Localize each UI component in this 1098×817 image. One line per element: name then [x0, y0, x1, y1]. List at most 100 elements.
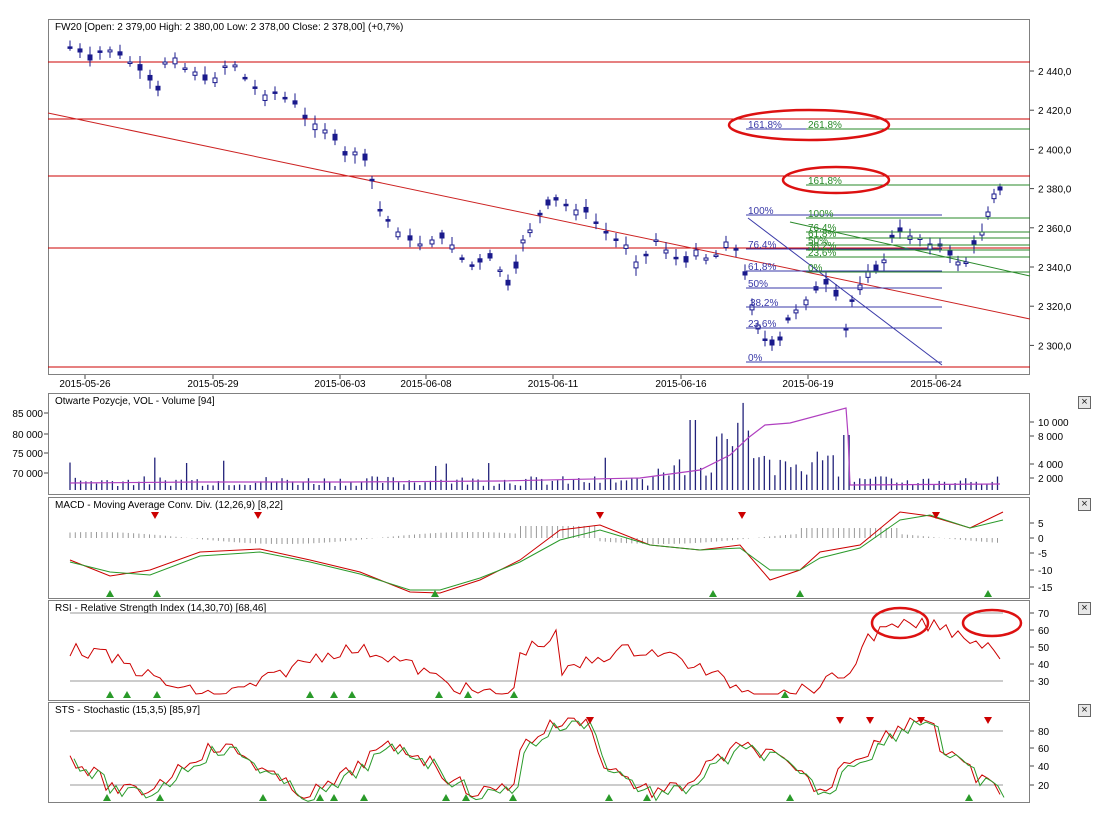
price-x-tick-label: 2015-06-03 — [314, 379, 366, 390]
volume-right-tick: 2 000 — [1038, 474, 1063, 485]
fib-green-label: 0% — [808, 263, 823, 274]
volume-panel-title: Otwarte Pozycje, VOL - Volume [94] — [55, 396, 215, 407]
sell-signal-marker — [836, 717, 844, 724]
price-y-tick-label: 2 400,0 — [1038, 145, 1072, 156]
candle-body — [332, 133, 338, 141]
buy-signal-marker — [106, 691, 114, 698]
candle-body — [545, 199, 551, 206]
buy-signal-marker — [259, 794, 267, 801]
candle-body — [991, 193, 997, 200]
rsi-close-button[interactable]: × — [1078, 602, 1091, 615]
macd-close-button[interactable]: × — [1078, 498, 1091, 511]
sell-signal-marker — [151, 512, 159, 519]
candle-body — [212, 77, 218, 84]
buy-signal-marker — [965, 794, 973, 801]
price-x-tick-label: 2015-05-29 — [187, 379, 239, 390]
candle-body — [497, 269, 503, 272]
rsi-tick: 30 — [1038, 677, 1050, 688]
candle-body — [793, 309, 799, 314]
blue-fan-line — [747, 217, 943, 366]
buy-signal-marker — [796, 590, 804, 597]
sell-signal-marker — [917, 717, 925, 724]
fib-green-label: 38,2% — [808, 241, 836, 252]
sts-close-button[interactable]: × — [1078, 704, 1091, 717]
candle-body — [857, 284, 863, 291]
fib-ext-blue-label: 161,8% — [748, 120, 782, 131]
candle-body — [553, 197, 559, 201]
candle-body — [487, 253, 493, 259]
candle-body — [520, 239, 526, 244]
candle-body — [683, 256, 689, 263]
volume-right-tick: 10 000 — [1038, 418, 1069, 429]
candle-body — [643, 253, 649, 257]
volume-left-tick: 75 000 — [12, 449, 43, 460]
highlight-ellipse — [870, 606, 930, 640]
highlight-ellipse — [961, 608, 1023, 638]
rsi-panel: RSI - Relative Strength Index (14,30,70)… — [48, 600, 1030, 701]
fib-green-label: 23,6% — [808, 248, 836, 259]
fib-blue-label: 61,8% — [748, 262, 776, 273]
candle-body — [362, 153, 368, 161]
macd-line — [69, 511, 1004, 594]
candle-body — [192, 71, 198, 76]
buy-signal-marker — [316, 794, 324, 801]
buy-signal-marker — [462, 794, 470, 801]
candle-body — [633, 261, 639, 269]
candle-body — [997, 186, 1003, 191]
price-x-tick-label: 2015-06-08 — [400, 379, 452, 390]
sts-tick: 80 — [1038, 727, 1050, 738]
candle-body — [147, 74, 153, 81]
sell-signal-marker — [596, 512, 604, 519]
buy-signal-marker — [435, 691, 443, 698]
candle-body — [182, 67, 188, 70]
candle-body — [342, 151, 348, 156]
candle-body — [623, 244, 629, 249]
macd-signal-line — [69, 514, 1004, 591]
candle-body — [469, 264, 475, 267]
candle-body — [172, 57, 178, 65]
highlight-ellipse — [727, 108, 891, 142]
candle-body — [377, 208, 383, 212]
fib-green-label: 100% — [808, 209, 834, 220]
buy-signal-marker — [509, 794, 517, 801]
price-x-tick-label: 2015-06-11 — [528, 379, 579, 390]
rsi-tick: 50 — [1038, 643, 1050, 654]
rsi-tick: 40 — [1038, 660, 1050, 671]
candle-body — [762, 338, 768, 342]
candle-body — [127, 61, 133, 64]
candle-body — [537, 212, 543, 216]
candle-body — [232, 64, 238, 68]
price-y-tick-label: 2 380,0 — [1038, 185, 1072, 196]
volume-right-tick: 4 000 — [1038, 460, 1063, 471]
candle-body — [663, 249, 669, 254]
fib-ext2-label: 161,8% — [808, 176, 842, 187]
volume-panel: Otwarte Pozycje, VOL - Volume [94] — [48, 393, 1030, 495]
candle-body — [222, 65, 228, 68]
candle-body — [673, 256, 679, 260]
candle-body — [693, 249, 699, 257]
candle-body — [77, 48, 83, 53]
open-interest-line — [69, 407, 1001, 486]
candle-body — [505, 279, 511, 286]
buy-signal-marker — [330, 691, 338, 698]
sell-signal-marker — [984, 717, 992, 724]
volume-close-button[interactable]: × — [1078, 396, 1091, 409]
macd-tick: 0 — [1038, 534, 1044, 545]
sell-signal-marker — [254, 512, 262, 519]
candle-body — [833, 289, 839, 297]
sts-tick: 60 — [1038, 744, 1050, 755]
price-y-tick-label: 2 340,0 — [1038, 263, 1072, 274]
candle-body — [955, 261, 961, 266]
fib-blue-label: 76,4% — [748, 240, 776, 251]
price-chart: 2 440,0 2 420,0 2 400,0 2 380,0 2 360,0 2 340… — [47, 40, 1072, 390]
buy-signal-marker — [156, 794, 164, 801]
macd-tick: -5 — [1038, 549, 1047, 560]
sts-tick: 20 — [1038, 781, 1050, 792]
sts-panel: STS - Stochastic (15,3,5) [85,97] — [48, 702, 1030, 803]
candle-body — [653, 239, 659, 242]
candle-body — [385, 219, 391, 222]
macd-tick: -10 — [1038, 566, 1053, 577]
candle-body — [87, 54, 93, 61]
candle-body — [785, 317, 791, 321]
